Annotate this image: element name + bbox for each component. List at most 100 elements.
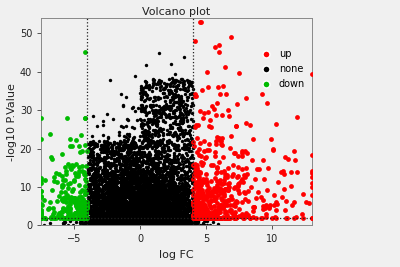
Point <box>156 216 162 220</box>
Point <box>156 211 163 215</box>
Point <box>117 221 124 225</box>
Point <box>102 173 109 177</box>
Point <box>180 194 186 198</box>
Point <box>179 219 186 223</box>
Point <box>184 153 190 157</box>
Point <box>146 218 153 222</box>
Point <box>134 216 140 221</box>
Point <box>148 118 154 122</box>
Point <box>83 215 89 219</box>
Point <box>90 220 96 225</box>
Point <box>140 131 147 136</box>
Point <box>110 220 116 224</box>
Point <box>132 179 139 183</box>
Point <box>120 223 126 227</box>
Point <box>125 218 132 222</box>
Point <box>130 218 137 222</box>
Point <box>186 202 192 207</box>
Point <box>106 205 112 209</box>
Point <box>159 176 166 180</box>
Point <box>239 200 246 204</box>
Point <box>137 219 143 223</box>
Point <box>137 183 144 187</box>
Point <box>142 192 149 196</box>
Point <box>146 222 152 226</box>
Point <box>156 185 162 189</box>
Point <box>147 152 154 156</box>
Point <box>122 212 128 217</box>
Point <box>152 156 158 160</box>
Point <box>98 210 104 214</box>
Point <box>77 216 83 220</box>
Point <box>124 204 131 208</box>
Point <box>164 183 170 187</box>
Point <box>139 199 146 204</box>
Point <box>151 206 157 210</box>
Point <box>239 177 245 181</box>
Point <box>113 149 120 153</box>
Point <box>144 85 150 89</box>
Point <box>145 136 152 140</box>
Point <box>156 191 163 195</box>
Point <box>172 80 178 84</box>
Point <box>93 217 99 221</box>
Point <box>130 215 136 219</box>
Point <box>131 150 137 154</box>
Point <box>102 175 109 179</box>
Point <box>177 202 184 206</box>
Point <box>309 185 315 190</box>
Point <box>131 162 137 167</box>
Point <box>132 184 138 189</box>
Point <box>138 210 144 215</box>
Point <box>146 171 152 176</box>
Point <box>119 222 125 227</box>
Point <box>126 191 132 195</box>
Point <box>178 210 185 215</box>
Point <box>158 221 164 225</box>
Point <box>142 174 148 178</box>
Point <box>160 213 167 218</box>
Point <box>65 204 71 209</box>
Point <box>146 189 152 194</box>
Point <box>131 223 137 227</box>
Point <box>60 216 67 220</box>
Point <box>191 144 197 148</box>
Point <box>222 216 228 220</box>
Point <box>128 220 135 225</box>
Point <box>125 213 131 217</box>
Point <box>128 189 134 194</box>
Point <box>206 216 213 220</box>
Point <box>171 218 178 222</box>
Point <box>81 208 87 212</box>
Point <box>92 175 99 179</box>
Point <box>114 141 120 145</box>
Point <box>142 218 148 222</box>
Point <box>168 175 174 179</box>
Point <box>163 218 169 222</box>
Point <box>111 211 117 215</box>
Point <box>187 161 194 165</box>
Point <box>137 213 143 217</box>
Point <box>171 171 178 175</box>
Point <box>148 199 154 203</box>
Point <box>77 220 84 224</box>
Point <box>134 223 140 227</box>
Point <box>154 205 160 209</box>
Point <box>100 133 106 137</box>
Point <box>241 215 247 219</box>
Point <box>163 82 169 87</box>
Point <box>147 152 153 157</box>
Point <box>150 189 157 193</box>
Point <box>104 210 110 214</box>
Point <box>177 217 183 221</box>
Point <box>109 213 115 218</box>
Point <box>144 215 150 220</box>
Point <box>168 208 174 212</box>
Point <box>168 218 175 223</box>
Point <box>158 128 164 133</box>
Point <box>156 199 162 204</box>
Point <box>160 205 166 209</box>
Point <box>132 210 138 214</box>
Point <box>82 189 88 193</box>
Point <box>180 218 187 223</box>
